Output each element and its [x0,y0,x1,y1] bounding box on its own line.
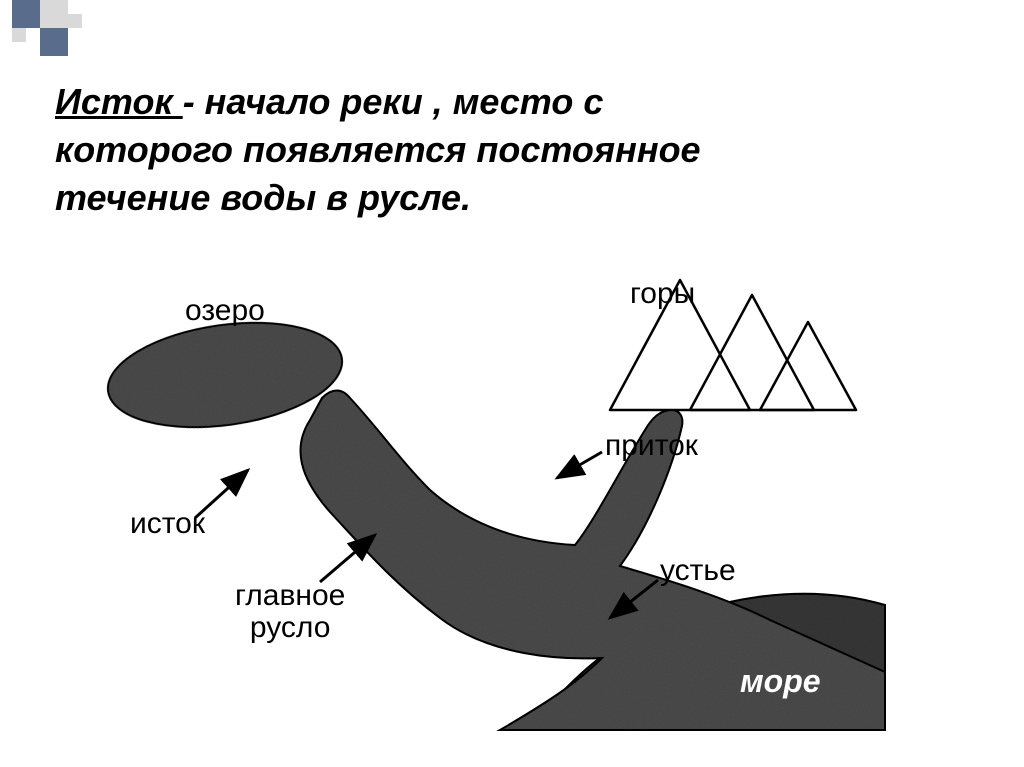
title-block: Исток - начало реки , место с которого п… [55,78,955,222]
title-line-2: которого появляется постоянное [55,126,955,174]
label-tributary: приток [605,430,698,462]
mountain-icon [690,295,814,410]
decor-square [12,0,40,28]
river-diagram: озеро горы приток исток главное русло ус… [0,260,1024,760]
decor-square [12,28,26,42]
label-sea: море [740,665,821,699]
decor-square [68,14,82,28]
label-mountains: горы [630,278,695,310]
arrow-tributary [557,452,602,478]
decor-square [40,0,68,28]
term-word: Исток [55,81,183,122]
title-line-1: Исток - начало реки , место с [55,78,955,126]
slide: Исток - начало реки , место с которого п… [0,0,1024,767]
label-channel: главное русло [235,580,345,643]
title-line-3: течение воды в русле. [55,174,955,222]
decor-square [40,28,68,56]
label-lake: озеро [185,295,265,327]
title-rest-1: - начало реки , место с [183,81,604,122]
label-mouth: устье [660,555,736,587]
arrow-channel [320,535,375,582]
label-source: исток [130,508,205,540]
